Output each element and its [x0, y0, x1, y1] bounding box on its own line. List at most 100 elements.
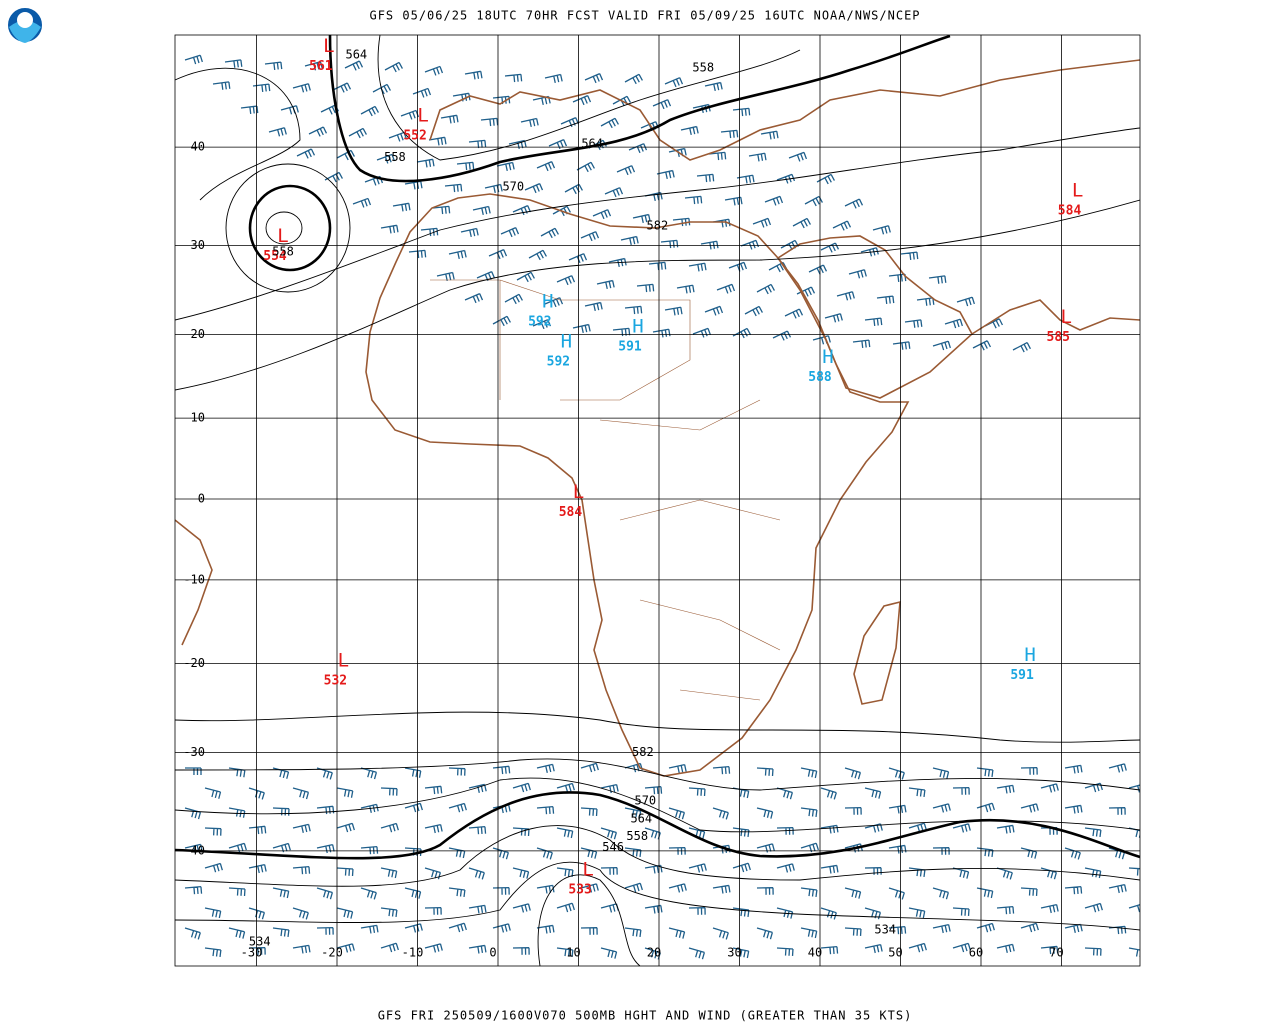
- wind-barb: [636, 283, 655, 293]
- arabia-coast: [776, 235, 974, 399]
- wind-barb: [756, 283, 775, 295]
- center-symbol: H: [561, 331, 572, 353]
- wind-barb: [808, 264, 828, 275]
- wind-barb: [844, 767, 861, 780]
- wind-barb: [316, 887, 333, 900]
- wind-barb: [976, 767, 994, 778]
- wind-barb: [1084, 827, 1102, 838]
- wind-barb: [252, 83, 271, 92]
- wind-barb: [184, 843, 203, 853]
- wind-barb: [624, 305, 643, 315]
- wind-barb: [784, 308, 804, 319]
- wind-barb: [540, 227, 559, 239]
- wind-barb: [656, 169, 675, 180]
- wind-barb: [864, 317, 883, 326]
- center-value: 592: [547, 355, 570, 370]
- wind-barb: [844, 806, 862, 815]
- wind-barb: [740, 239, 760, 250]
- wind-barb: [908, 787, 926, 798]
- cutoff-contour: [265, 211, 303, 245]
- wind-barb: [184, 886, 203, 895]
- wind-barb: [712, 884, 731, 894]
- south-america-coast: [175, 519, 213, 646]
- contour-label: 570: [502, 180, 524, 194]
- contour-label: 534: [249, 934, 271, 948]
- wind-barb: [528, 249, 547, 261]
- wind-barb: [512, 827, 530, 837]
- wind-barb: [512, 903, 531, 913]
- wind-barb: [292, 83, 311, 93]
- wind-barb: [544, 73, 563, 84]
- wind-barb: [872, 225, 891, 235]
- wind-barb: [1128, 867, 1140, 876]
- wind-barb: [668, 807, 685, 820]
- wind-barb: [380, 907, 398, 918]
- wind-barb: [600, 117, 619, 129]
- wind-barb: [512, 947, 530, 955]
- lat-label: -30: [183, 745, 205, 759]
- wind-barb: [468, 944, 487, 954]
- wind-barb: [264, 61, 283, 70]
- wind-barb: [316, 767, 333, 780]
- wind-barb: [732, 327, 751, 339]
- wind-barb: [492, 847, 509, 860]
- wind-barb: [272, 807, 290, 816]
- wind-barb: [560, 117, 580, 128]
- wind-barb: [204, 827, 222, 836]
- wind-barb: [756, 807, 774, 819]
- center-value: 588: [808, 370, 832, 385]
- wind-barb: [976, 887, 994, 899]
- wind-barb: [1064, 847, 1081, 860]
- wind-barb: [240, 105, 259, 114]
- wind-barb: [468, 783, 487, 793]
- wind-barb: [316, 926, 334, 935]
- wind-barb: [688, 827, 706, 839]
- wind-barb: [336, 907, 354, 919]
- wind-barb: [536, 806, 555, 815]
- noaa-logo: [6, 6, 44, 44]
- wind-barb: [756, 843, 775, 853]
- wind-barb: [668, 927, 686, 939]
- wind-barb: [408, 249, 427, 259]
- cutoff-contour: [225, 163, 351, 293]
- center-value: 585: [1047, 330, 1070, 345]
- map-caption: GFS FRI 250509/1600V070 500MB HGHT AND W…: [378, 1009, 913, 1023]
- wind-barb: [932, 340, 951, 351]
- center-value: 591: [1010, 668, 1034, 683]
- wind-barb: [640, 121, 660, 132]
- map-labels: L 561 L 552 L 554 L 584 L 585 L 584 L 532 L 533 H 592 H 592…: [249, 35, 1083, 948]
- wind-barb: [844, 887, 862, 899]
- lon-label: 0: [489, 946, 496, 960]
- wind-barb: [428, 136, 447, 146]
- wind-barb: [556, 275, 576, 286]
- wind-barb: [952, 786, 970, 795]
- wind-barb: [348, 127, 367, 139]
- center-symbol: H: [632, 315, 643, 337]
- wind-barb: [832, 220, 852, 231]
- wind-barb: [664, 77, 684, 88]
- wind-barb: [756, 887, 774, 895]
- wind-barb: [820, 824, 839, 834]
- wind-barb: [944, 318, 963, 329]
- wind-barb: [548, 139, 568, 150]
- wind-barb: [976, 922, 995, 933]
- wind-barb: [764, 195, 784, 206]
- wind-barb: [332, 82, 352, 93]
- wind-barb: [908, 822, 927, 833]
- wind-barb: [268, 127, 287, 137]
- wind-barb: [412, 87, 432, 98]
- wind-barb: [424, 65, 444, 76]
- wind-barb: [1064, 804, 1083, 814]
- contour-label: 546: [602, 840, 624, 854]
- wind-barb: [800, 927, 818, 939]
- wind-barb: [324, 171, 343, 183]
- lon-label: -10: [402, 946, 424, 960]
- wind-barb: [932, 767, 950, 779]
- wind-barb: [228, 887, 246, 897]
- contour-label: 558: [626, 829, 648, 843]
- wind-barb: [492, 765, 511, 775]
- center-symbol: L: [1072, 179, 1083, 201]
- wind-barb: [536, 161, 556, 172]
- wind-barb: [932, 803, 951, 813]
- wind-barb: [1020, 803, 1039, 813]
